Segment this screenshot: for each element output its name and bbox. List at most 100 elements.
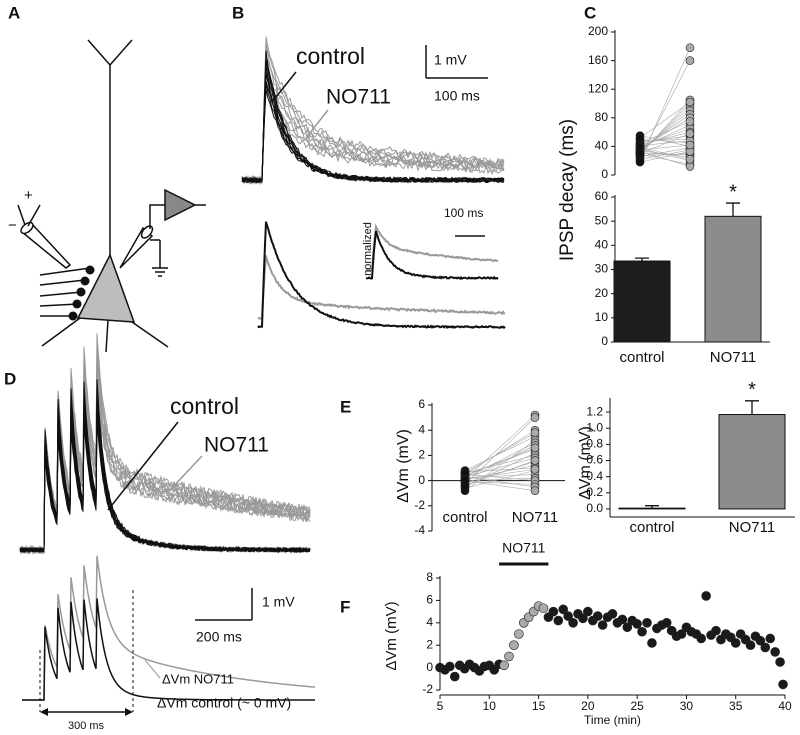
y-tick-label: 20	[595, 286, 609, 300]
data-point	[514, 629, 524, 639]
y-tick-label: 0	[426, 660, 433, 674]
data-point	[711, 625, 721, 636]
panel-letter: E	[340, 397, 351, 416]
trace	[241, 50, 505, 184]
pair-line	[464, 436, 536, 471]
bar	[704, 215, 762, 343]
x-tick-label: 40	[778, 699, 792, 713]
leader-line	[271, 71, 297, 103]
data-point	[778, 679, 788, 690]
bar	[613, 260, 671, 343]
error-bar	[635, 257, 649, 262]
data-point	[632, 619, 642, 629]
y-tick-label: 10	[595, 310, 609, 324]
data-point	[530, 464, 540, 474]
pair-line	[464, 457, 536, 478]
y-axis-label: IPSP decay (ms)	[557, 119, 578, 261]
inset-trace	[365, 223, 499, 273]
data-point	[635, 157, 645, 167]
data-point	[548, 606, 559, 617]
data-point	[530, 428, 540, 438]
data-point	[617, 614, 628, 625]
data-point	[445, 661, 455, 672]
scale-label: 1 mV	[434, 52, 467, 68]
data-point	[558, 604, 569, 615]
y-tick-label: 0	[601, 167, 608, 181]
x-axis-label: Time (min)	[584, 713, 641, 727]
pair-line	[639, 135, 691, 147]
average-trace	[257, 255, 506, 321]
y-tick-label: 8	[426, 570, 433, 584]
x-tick-label: 5	[437, 699, 444, 713]
pair-line	[639, 148, 691, 161]
data-point	[553, 615, 564, 626]
data-point	[637, 626, 647, 637]
data-point	[755, 635, 766, 646]
pair-line	[464, 480, 536, 491]
simulated-trace	[22, 555, 316, 701]
trace	[241, 74, 505, 184]
data-point	[592, 611, 603, 621]
pair-line	[639, 140, 691, 146]
scale-label: 100 ms	[444, 206, 483, 220]
trace-label: control	[296, 43, 365, 69]
data-point	[635, 142, 645, 152]
scale-label: 200 ms	[196, 629, 242, 645]
trace-label: control	[170, 393, 239, 419]
data-point	[745, 640, 756, 651]
category-label: control	[629, 519, 674, 536]
data-point	[538, 603, 549, 614]
data-point	[642, 617, 652, 628]
trace-label: NO711	[326, 86, 391, 109]
data-point	[530, 443, 540, 453]
pair-line	[639, 124, 691, 149]
data-point	[685, 97, 695, 107]
panel-letter: A	[8, 3, 20, 22]
error-bar	[645, 505, 659, 509]
data-point	[730, 638, 741, 648]
error-bar	[745, 400, 759, 415]
data-point	[760, 642, 771, 653]
data-point	[460, 476, 470, 485]
y-tick-label: 0	[418, 473, 425, 487]
y-tick-label: 6	[418, 397, 425, 411]
y-axis-label: ΔVm (mV)	[577, 426, 594, 500]
panel-letter: D	[4, 369, 16, 388]
data-point	[685, 56, 695, 65]
y-tick-label: 50	[595, 213, 609, 227]
data-point	[696, 633, 707, 644]
pair-line	[464, 442, 536, 479]
synapse-dots	[68, 265, 95, 321]
y-tick-label: 0.8	[586, 437, 603, 451]
inset-label: normalized	[362, 222, 374, 276]
data-point	[563, 611, 573, 621]
data-point	[685, 129, 695, 138]
x-tick-label: 35	[729, 699, 743, 713]
pair-line	[464, 474, 536, 481]
drug-label: NO711	[502, 540, 546, 556]
data-point	[647, 638, 657, 648]
pair-line	[639, 133, 691, 154]
data-point	[509, 640, 519, 651]
interval-label: 300 ms	[68, 720, 105, 732]
y-tick-label: 120	[588, 81, 608, 95]
y-tick-label: 40	[595, 139, 609, 153]
data-point	[583, 606, 593, 617]
y-tick-label: 0	[601, 334, 608, 348]
y-tick-label: 1.2	[586, 404, 603, 418]
x-tick-label: 10	[483, 699, 497, 713]
y-tick-label: -2	[414, 498, 425, 512]
data-point	[685, 162, 695, 171]
pair-line	[464, 477, 536, 481]
pair-line	[464, 417, 536, 485]
pair-line	[464, 476, 536, 488]
data-point	[685, 117, 695, 126]
pair-line	[639, 101, 691, 139]
inset-trace	[365, 230, 499, 280]
leader-line	[107, 421, 179, 511]
pair-line	[464, 447, 536, 476]
pair-line	[464, 429, 536, 475]
y-tick-label: 2	[426, 637, 433, 651]
significance-mark: *	[729, 181, 737, 203]
electrode-plus: +	[24, 187, 33, 204]
